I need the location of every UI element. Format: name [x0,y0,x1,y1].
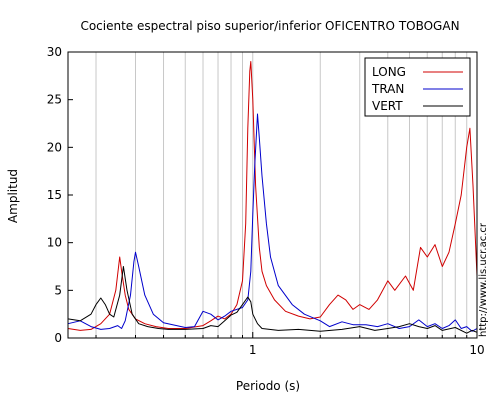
watermark-url: http://www.lis.ucr.ac.cr [478,222,489,337]
x-tick-label: 1 [249,343,257,357]
legend-label-tran: TRAN [371,82,404,96]
x-axis-label: Periodo (s) [236,379,300,393]
y-tick-label: 10 [47,236,62,250]
series-lines [67,61,478,334]
y-tick-label: 0 [54,331,62,345]
y-tick-label: 5 [54,283,62,297]
y-tick-label: 25 [47,93,62,107]
chart-title: Cociente espectral piso superior/inferio… [80,19,459,33]
series-line-tran [67,113,478,332]
series-line-vert [67,266,478,334]
axis-ticks: 1 10 0 5 10 15 20 25 30 [47,45,485,357]
y-axis-label: Amplitud [6,169,20,223]
legend-label-long: LONG [372,65,406,79]
x-tick-label: 10 [469,343,484,357]
legend-label-vert: VERT [372,99,403,113]
y-tick-label: 15 [47,188,62,202]
y-tick-label: 30 [47,45,62,59]
legend: LONG TRAN VERT [364,57,471,117]
y-tick-label: 20 [47,140,62,154]
